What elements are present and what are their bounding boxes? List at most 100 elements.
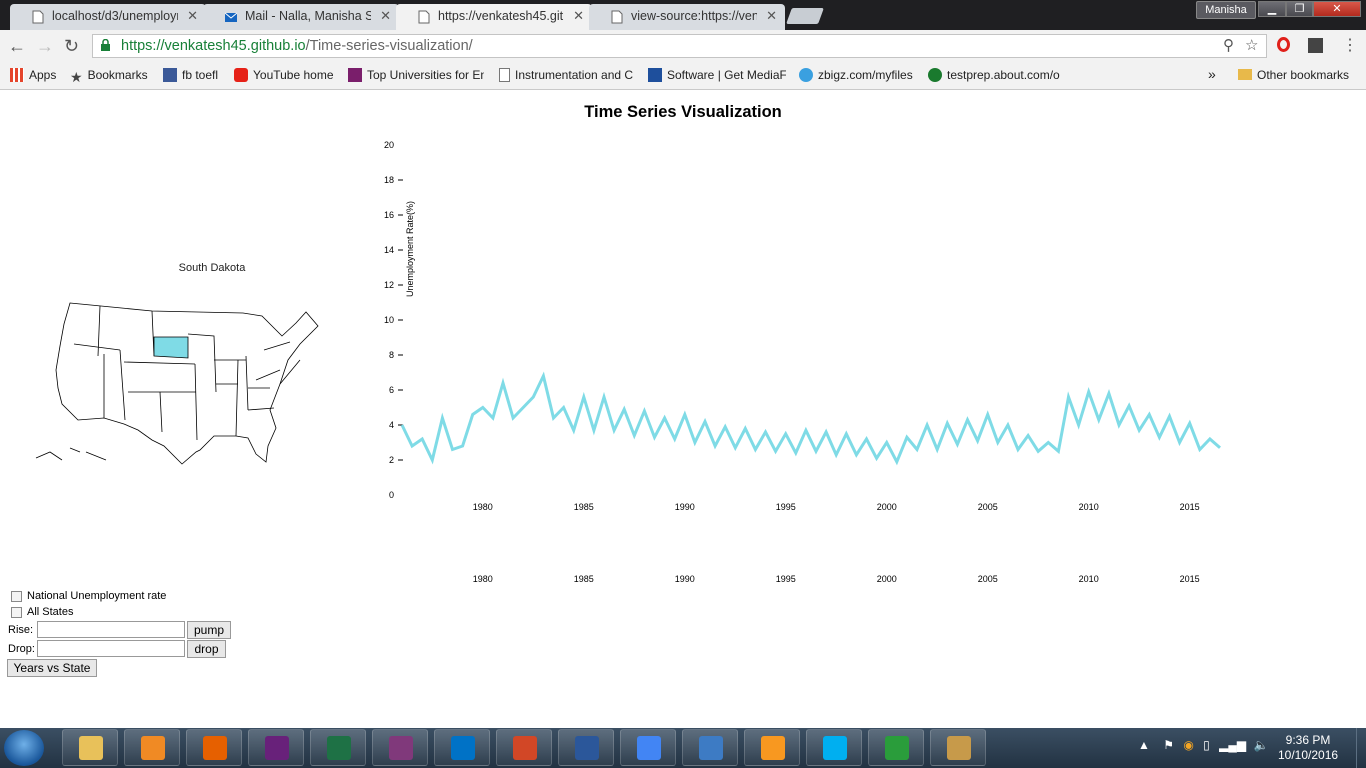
word-icon [575, 736, 599, 760]
x-tick-label: 1985 [574, 574, 594, 584]
national-rate-checkbox[interactable] [11, 591, 22, 602]
minimize-button[interactable]: ▁ [1258, 1, 1286, 17]
opera-icon[interactable] [1277, 37, 1290, 52]
signal-icon[interactable]: ▂▄▆ [1219, 738, 1247, 752]
x-tick-label: 2000 [877, 574, 897, 584]
x-tick-label: 1990 [675, 574, 695, 584]
maximize-button[interactable]: ❐ [1286, 1, 1313, 17]
pump-button[interactable]: pump [187, 621, 231, 639]
url-input[interactable]: https://venkatesh45.github.io/Time-serie… [92, 34, 1267, 58]
close-icon[interactable]: ✕ [766, 8, 777, 23]
clock[interactable]: 9:36 PM 10/10/2016 [1278, 733, 1338, 763]
close-icon[interactable]: ✕ [187, 8, 198, 23]
bookmark-software[interactable]: Software | Get MediaF [648, 68, 786, 82]
tab-title: localhost/d3/unemployme [52, 9, 178, 23]
y-tick-label: 12 [384, 280, 394, 290]
bookmark-apps[interactable]: Apps [10, 68, 56, 82]
us-map-outline[interactable] [55, 302, 319, 465]
show-desktop-button[interactable] [1356, 728, 1366, 768]
taskbar-button[interactable] [186, 729, 242, 766]
taskbar-button[interactable] [682, 729, 738, 766]
x-tick-label: 1995 [776, 502, 796, 512]
document-icon [499, 68, 510, 82]
rise-input[interactable] [37, 621, 185, 638]
the-icon [348, 68, 362, 82]
taskbar-button[interactable] [930, 729, 986, 766]
bookmark-testprep[interactable]: testprep.about.com/o [928, 68, 1064, 82]
cloud-icon [799, 68, 813, 82]
apps-grid-icon [10, 68, 24, 82]
back-icon[interactable]: ← [8, 36, 26, 56]
tray-arrow-icon[interactable]: ▲ [1138, 738, 1150, 752]
taskbar-button[interactable] [744, 729, 800, 766]
reload-icon[interactable]: ↻ [64, 36, 80, 56]
flag-icon[interactable]: ⚑ [1163, 738, 1174, 752]
taskbar-button[interactable] [310, 729, 366, 766]
taskbar-button[interactable] [124, 729, 180, 766]
visual-studio-icon [265, 736, 289, 760]
y-axis: 0 2 4 6 8 10 12 14 16 18 20 [384, 140, 403, 500]
taskbar-button[interactable] [868, 729, 924, 766]
state-south-dakota[interactable] [153, 336, 189, 359]
volume-icon[interactable]: 🔈 [1253, 738, 1269, 752]
drop-button[interactable]: drop [187, 640, 226, 658]
menu-icon[interactable]: ⋮ [1342, 37, 1358, 54]
drop-input[interactable] [37, 640, 185, 657]
zoom-icon[interactable]: ⚲ [1223, 37, 1234, 54]
taskbar-button[interactable] [62, 729, 118, 766]
all-states-label: All States [27, 606, 74, 618]
other-bookmarks[interactable]: Other bookmarks [1238, 68, 1349, 82]
profile-button[interactable]: Manisha [1196, 1, 1256, 19]
star-icon: ★ [70, 69, 83, 83]
bookmark-instrumentation[interactable]: Instrumentation and C [499, 68, 635, 82]
all-states-checkbox[interactable] [11, 607, 22, 618]
star-icon[interactable]: ☆ [1245, 37, 1259, 54]
skype-icon [823, 736, 847, 760]
y-tick-label: 2 [389, 455, 394, 465]
taskbar-button[interactable] [434, 729, 490, 766]
sublime-icon [761, 736, 785, 760]
windows-taskbar: ▲ ⚑ ◉ ▯ ▂▄▆ 🔈 9:36 PM 10/10/2016 [0, 728, 1366, 768]
tab-2[interactable]: https://venkatesh45.githu ✕ [396, 4, 592, 30]
bookmark-youtube[interactable]: YouTube home [234, 68, 334, 82]
taskbar-button[interactable] [620, 729, 676, 766]
tab-title: https://venkatesh45.githu [438, 9, 564, 23]
tab-1[interactable]: Mail - Nalla, Manisha Sid ✕ [203, 4, 399, 30]
y-tick-label: 18 [384, 175, 394, 185]
taskbar-button[interactable] [372, 729, 428, 766]
bookmark-bookmarks[interactable]: ★ Bookmarks [70, 68, 148, 83]
mediafire-icon [648, 68, 662, 82]
shield-icon [885, 736, 909, 760]
document-icon [32, 10, 44, 24]
clock-time: 9:36 PM [1285, 733, 1331, 747]
taskbar-button[interactable] [248, 729, 304, 766]
close-icon[interactable]: ✕ [380, 8, 391, 23]
national-rate-label: National Unemployment rate [27, 590, 167, 602]
bookmark-fb-toefl[interactable]: fb toefl [163, 68, 218, 82]
bookmarks-overflow-button[interactable]: » [1208, 66, 1216, 82]
extension-icon[interactable] [1308, 38, 1323, 53]
forward-icon[interactable]: → [36, 36, 54, 56]
document-icon [611, 10, 623, 24]
y-tick-label: 16 [384, 210, 394, 220]
youtube-icon [234, 68, 248, 82]
taskbar-button[interactable] [558, 729, 614, 766]
update-icon[interactable]: ◉ [1183, 738, 1194, 752]
close-window-button[interactable]: ✕ [1313, 1, 1361, 17]
outlook-icon [451, 736, 475, 760]
tab-title: Mail - Nalla, Manisha Sid [245, 9, 371, 23]
close-icon[interactable]: ✕ [573, 8, 584, 23]
taskbar-button[interactable] [806, 729, 862, 766]
bookmark-top-universities[interactable]: Top Universities for En [348, 68, 484, 82]
y-tick-label: 6 [389, 385, 394, 395]
bookmark-zbigz[interactable]: zbigz.com/myfiles [799, 68, 913, 82]
system-tray: ▲ ⚑ ◉ ▯ ▂▄▆ 🔈 [1138, 738, 1268, 752]
tab-3[interactable]: view-source:https://venk ✕ [589, 4, 785, 30]
battery-icon[interactable]: ▯ [1203, 738, 1210, 752]
y-tick-label: 14 [384, 245, 394, 255]
tab-0[interactable]: localhost/d3/unemployme ✕ [10, 4, 206, 30]
firefox-icon [203, 736, 227, 760]
taskbar-button[interactable] [496, 729, 552, 766]
years-vs-state-button[interactable]: Years vs State [7, 659, 97, 677]
start-button[interactable] [4, 730, 44, 766]
